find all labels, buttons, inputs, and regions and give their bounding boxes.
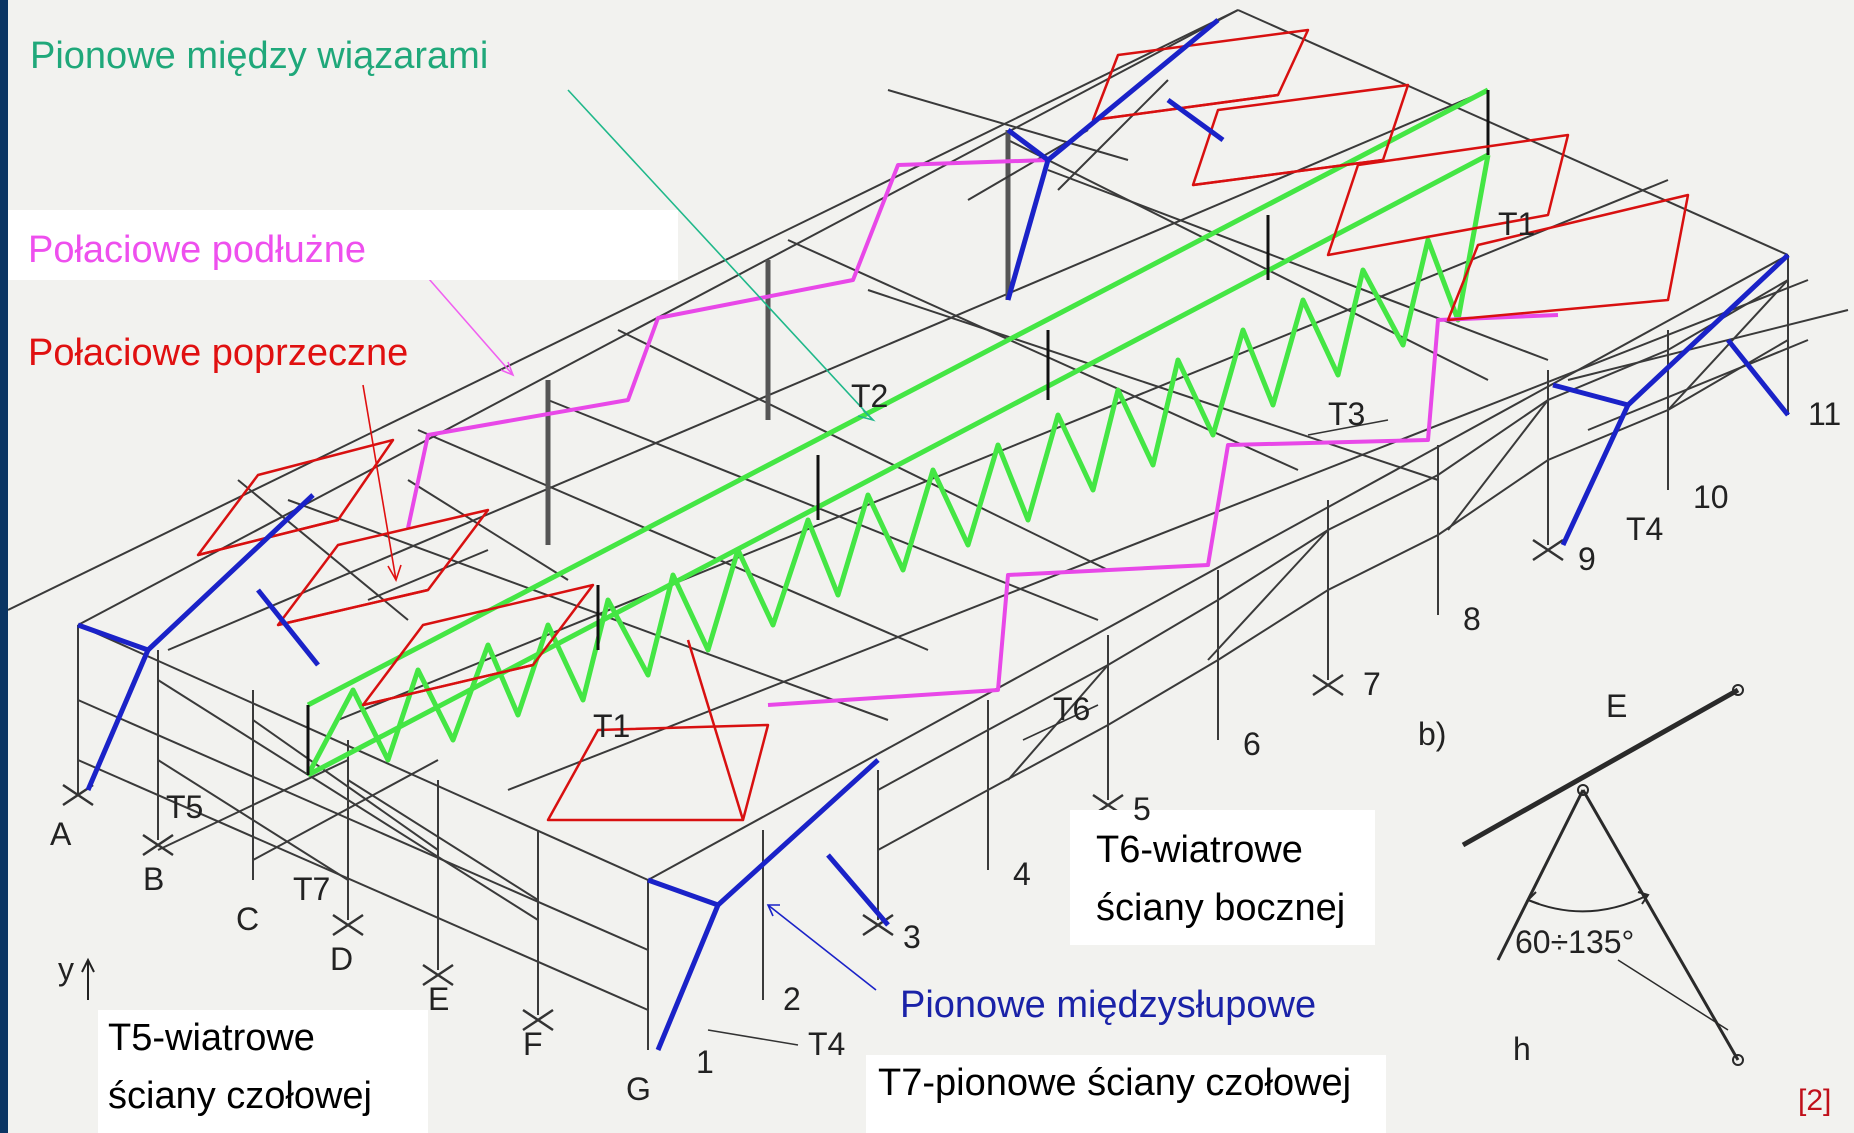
leader-green (567, 89, 874, 421)
label-detail-e: E (1606, 688, 1627, 724)
reference-marker: [2] (1798, 1084, 1831, 1117)
label-t4-bottom: T4 (808, 1026, 845, 1062)
diagram-stage: Pionowe między wiązarami Połaciowe podłu… (8, 0, 1854, 1133)
label-col-g: G (626, 1071, 651, 1107)
drawing-labels: T1 T1 T2 T3 T4 T4 T5 T6 T7 A B C D E F G… (50, 206, 1841, 1107)
structure-frame (8, 9, 1849, 1050)
label-detail-angle: 60÷135° (1515, 924, 1634, 960)
label-t4-right: T4 (1626, 511, 1663, 547)
label-col-10: 10 (1693, 479, 1729, 515)
label-t1-right: T1 (1498, 206, 1535, 242)
label-t5: T5 (166, 789, 203, 825)
label-variant-b: b) (1418, 716, 1446, 752)
bracing-diagram: Pionowe między wiązarami Połaciowe podłu… (8, 0, 1854, 1133)
label-col-7: 7 (1363, 666, 1381, 702)
paper-background (8, 0, 1854, 1133)
label-col-c: C (236, 901, 259, 937)
label-col-5: 5 (1133, 791, 1151, 827)
label-col-f: F (523, 1026, 543, 1062)
legend-t6-line1: T6-wiatrowe (1096, 829, 1303, 871)
red-roof-transverse (196, 28, 1690, 822)
label-col-9: 9 (1578, 541, 1596, 577)
legend-t7: T7-pionowe ściany czołowej (878, 1062, 1351, 1104)
label-col-1: 1 (696, 1044, 714, 1080)
label-t7: T7 (293, 871, 330, 907)
pink-label-box (8, 210, 678, 280)
leader-lines (362, 89, 1389, 1046)
label-t2: T2 (851, 378, 888, 414)
label-col-e: E (428, 981, 449, 1017)
label-t6: T6 (1053, 691, 1090, 727)
t7-label-box (866, 1055, 1386, 1133)
label-col-d: D (330, 941, 353, 977)
t6-label-box (1070, 810, 1375, 945)
legend-roof-transverse: Połaciowe poprzeczne (28, 332, 408, 374)
leader-red (362, 384, 397, 581)
label-col-11: 11 (1808, 396, 1841, 432)
label-col-3: 3 (903, 919, 921, 955)
angle-detail (1461, 684, 1744, 1066)
label-axis-y: y (58, 951, 74, 987)
green-truss-posts (306, 90, 1490, 775)
label-col-6: 6 (1243, 726, 1261, 762)
label-detail-h: h (1513, 1031, 1531, 1067)
legend-vertical-between-columns: Pionowe międzysłupowe (900, 984, 1316, 1026)
label-t3: T3 (1328, 396, 1365, 432)
label-col-a: A (50, 816, 72, 852)
legend-vertical-between-trusses: Pionowe między wiązarami (30, 35, 488, 77)
label-col-b: B (143, 861, 164, 897)
blue-column-bracing (77, 18, 1790, 1051)
t5-label-box (98, 1010, 428, 1133)
label-col-4: 4 (1013, 856, 1031, 892)
label-t1-left: T1 (593, 708, 630, 744)
pink-roof-longitudinal (406, 158, 1559, 707)
label-col-2: 2 (783, 981, 801, 1017)
leader-blue (767, 904, 877, 991)
y-axis-arrow (81, 957, 95, 1000)
legend-t5-line2: ściany czołowej (108, 1075, 372, 1117)
legend-t6-line2: ściany bocznej (1096, 887, 1345, 929)
label-col-8: 8 (1463, 601, 1481, 637)
legend-t5-line1: T5-wiatrowe (108, 1017, 315, 1059)
legend-roof-longitudinal: Połaciowe podłużne (28, 229, 366, 271)
column-bases (62, 538, 1564, 1032)
